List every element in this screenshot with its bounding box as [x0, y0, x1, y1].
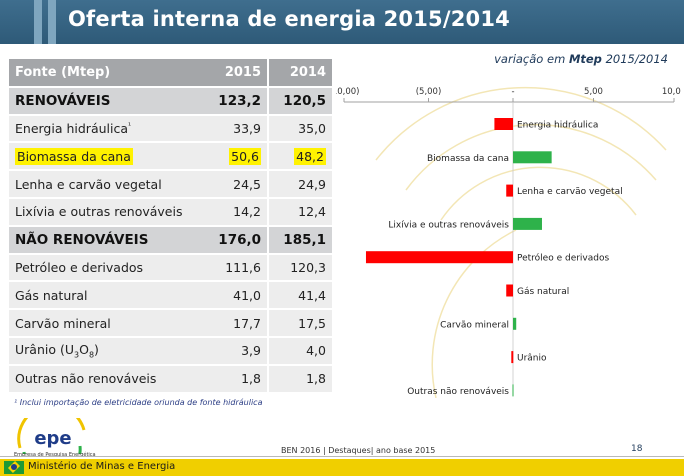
header-accent-bar [34, 0, 42, 44]
category-label: Lixívia e outras renováveis [388, 220, 509, 230]
value-2014: 12,4 [268, 197, 332, 227]
value-2015: 3,9 [204, 336, 269, 366]
table-row: Urânio (U3O8) 3,9 4,0 [9, 336, 332, 366]
bar-0 [494, 118, 513, 130]
value-2014: 35,0 [268, 114, 332, 144]
row-label: Gás natural [9, 281, 204, 311]
table-row: Gás natural 41,0 41,4 [9, 281, 332, 311]
value-2015: 24,5 [204, 170, 269, 199]
value-2014: 1,8 [268, 364, 332, 394]
value-2014: 24,9 [268, 170, 332, 199]
brazil-flag-icon [4, 460, 24, 474]
table-row-nao-renovaveis: NÃO RENOVÁVEIS 176,0 185,1 [9, 225, 332, 255]
column-header: 2015 [204, 59, 269, 88]
value-2015: 41,0 [204, 281, 269, 311]
slide-header: Oferta interna de energia 2015/2014 [0, 0, 684, 44]
table-row-renovaveis: RENOVÁVEIS 123,2 120,5 [9, 86, 332, 116]
slide-title: Oferta interna de energia 2015/2014 [68, 7, 510, 31]
highlight: Biomassa da cana [15, 147, 133, 165]
value-2014: 41,4 [268, 281, 332, 311]
value-2015: 123,2 [204, 86, 269, 116]
svg-text:epe: epe [34, 428, 71, 449]
category-label: Outras não renováveis [407, 387, 509, 397]
table-row-highlighted: Biomassa da cana 50,6 48,2 [9, 142, 332, 172]
category-label: Energia hidráulica [517, 121, 598, 131]
value-2015: 1,8 [204, 364, 269, 394]
row-label: Urânio (U3O8) [9, 336, 204, 366]
value-2015: 14,2 [204, 197, 269, 227]
ministry-name: Ministério de Minas e Energia [28, 461, 176, 472]
value-2014: 17,5 [268, 309, 332, 338]
page-number: 18 [631, 444, 643, 454]
table-row: Lixívia e outras renováveis 14,2 12,4 [9, 197, 332, 227]
table-row: Outras não renováveis 1,8 1,8 [9, 364, 332, 394]
column-header: Fonte (Mtep) [9, 59, 204, 88]
ministry-bar: Ministério de Minas e Energia [0, 459, 684, 476]
x-tick-label: (5,00) [416, 87, 442, 97]
x-tick-label: 10,00 [662, 87, 681, 97]
bar-1 [513, 151, 552, 164]
x-tick-label: 5,00 [584, 87, 603, 97]
category-label: Lenha e carvão vegetal [517, 187, 623, 197]
value-2015: 111,6 [204, 253, 269, 283]
row-label: Carvão mineral [9, 309, 204, 338]
epe-logo-subtitle: Empresa de Pesquisa Energética [14, 452, 96, 458]
bar-6 [513, 317, 517, 330]
row-label: NÃO RENOVÁVEIS [9, 225, 204, 255]
bar-2 [506, 184, 513, 197]
energy-table: Fonte (Mtep) 2015 2014 RENOVÁVEIS 123,2 … [9, 59, 332, 394]
bar-3 [513, 217, 542, 230]
value-2015: 50,6 [204, 142, 269, 172]
category-label: Biomassa da cana [427, 154, 509, 164]
column-header: 2014 [268, 59, 332, 88]
value-2014: 120,5 [268, 86, 332, 116]
category-label: Petróleo e derivados [517, 253, 609, 264]
bar-5 [506, 284, 513, 297]
table-footnote: ¹ Inclui importação de eletricidade oriu… [14, 398, 263, 407]
bar-7 [511, 351, 514, 364]
highlight: 50,6 [229, 147, 261, 165]
x-tick-label: (10,00) [336, 87, 359, 97]
highlight: 48,2 [294, 147, 326, 165]
epe-logo: epe [17, 418, 86, 454]
table-row: Lenha e carvão vegetal 24,5 24,9 [9, 170, 332, 199]
bar-4 [365, 251, 513, 264]
decorative-arcs [375, 86, 667, 398]
table-row: Carvão mineral 17,7 17,5 [9, 309, 332, 338]
bar-8 [512, 384, 514, 397]
footnote-mark: ¹ [128, 120, 132, 130]
table-row: Energia hidráulica¹ 33,9 35,0 [9, 114, 332, 144]
table-row: Petróleo e derivados 111,6 120,3 [9, 253, 332, 283]
category-label: Urânio [517, 354, 547, 364]
value-2014: 120,3 [268, 253, 332, 283]
row-label: Petróleo e derivados [9, 253, 204, 283]
value-2014: 4,0 [268, 336, 332, 366]
category-label: Carvão mineral [440, 320, 509, 330]
footer-source: BEN 2016 | Destaques| ano base 2015 [281, 446, 436, 455]
category-label: Gás natural [517, 287, 569, 297]
value-2014: 185,1 [268, 225, 332, 255]
value-2015: 176,0 [204, 225, 269, 255]
value-2015: 17,7 [204, 309, 269, 338]
value-2015: 33,9 [204, 114, 269, 144]
row-label: Outras não renováveis [9, 364, 204, 394]
table-header-row: Fonte (Mtep) 2015 2014 [9, 59, 332, 88]
row-label: Lenha e carvão vegetal [9, 170, 204, 199]
footer-divider [0, 456, 684, 457]
x-tick-label: - [511, 87, 514, 97]
variation-bar-chart: (10,00) (5,00) - 5,00 10,00 Energia hidráuli… [336, 86, 681, 398]
value-2014: 48,2 [268, 142, 332, 172]
row-label: Energia hidráulica¹ [9, 114, 204, 144]
row-label: Lixívia e outras renováveis [9, 197, 204, 227]
chart-title: variação em Mtep 2015/2014 [494, 52, 668, 66]
row-label: RENOVÁVEIS [9, 86, 204, 116]
header-accent-bar [48, 0, 56, 44]
row-label: Biomassa da cana [9, 142, 204, 172]
